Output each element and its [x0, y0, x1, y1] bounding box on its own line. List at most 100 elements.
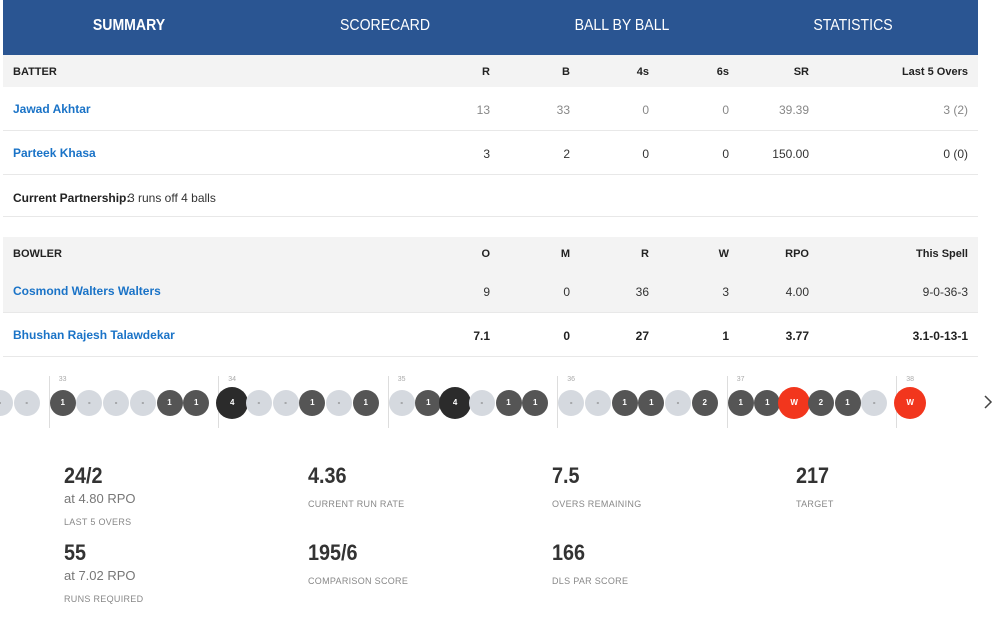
stat-cell: 3.77	[785, 329, 809, 343]
over-number: 35	[397, 376, 406, 383]
player-name[interactable]: Bhushan Rajesh Talawdekar	[13, 328, 175, 342]
ball: -	[0, 390, 13, 416]
stat-sub: at 4.80 RPO	[64, 491, 136, 506]
bowling-row	[3, 269, 978, 313]
stat-cell: 36	[635, 285, 649, 299]
stat-value: 24/2	[64, 463, 103, 488]
player-name[interactable]: Cosmond Walters Walters	[13, 284, 161, 298]
stat-label: OVERS REMAINING	[552, 499, 642, 509]
stat-cell: 0	[563, 285, 570, 299]
over-number: 37	[736, 376, 745, 383]
stat-label: TARGET	[796, 499, 834, 509]
ball: -	[76, 390, 103, 416]
nav-bar	[3, 0, 978, 55]
ball: 1	[495, 390, 522, 416]
ball: -	[468, 390, 495, 416]
stat-cell: 39.39	[778, 103, 809, 117]
ball: -	[13, 390, 40, 416]
column-header: Last 5 Overs	[901, 66, 968, 78]
nav-tab[interactable]: BALL BY BALL	[574, 17, 670, 34]
stat-label: COMPARISON SCORE	[308, 576, 409, 586]
ball: 1	[611, 390, 638, 416]
batting-row	[3, 131, 978, 175]
stat-value: 217	[796, 463, 830, 488]
column-header: B	[562, 66, 570, 78]
bowling-header	[3, 237, 978, 269]
ball: -	[665, 390, 691, 416]
nav-tab[interactable]: STATISTICS	[813, 17, 893, 34]
column-header: RPO	[785, 248, 809, 260]
column-header: O	[481, 248, 490, 260]
nav-tab[interactable]: SCORECARD	[340, 17, 430, 34]
ball: 2	[691, 390, 718, 416]
stat-cell: 0	[642, 147, 649, 161]
ball: 1	[638, 390, 665, 416]
ball: -	[326, 390, 352, 416]
column-header: M	[560, 248, 570, 260]
column-header: 6s	[716, 66, 729, 78]
stat-label: RUNS REQUIRED	[64, 594, 144, 604]
over-number: 34	[228, 376, 236, 383]
ball: -	[584, 390, 611, 416]
column-header: This Spell	[916, 248, 968, 260]
ball: -	[272, 390, 299, 416]
ball: 1	[834, 390, 861, 416]
nav-tab[interactable]: SUMMARY	[92, 17, 166, 34]
stat-cell: 9-0-36-3	[922, 285, 968, 299]
over-separator	[726, 376, 728, 428]
ball: 1	[522, 390, 549, 416]
stat-value: 4.36	[308, 463, 347, 488]
column-header: W	[718, 248, 729, 260]
stat-cell: 2	[563, 147, 570, 161]
stat-cell: 27	[635, 329, 649, 343]
column-header: 4s	[636, 66, 649, 78]
batting-header	[3, 55, 978, 87]
ball: 2	[807, 390, 834, 416]
column-header: SR	[793, 66, 809, 78]
ball: -	[129, 390, 156, 416]
stat-cell: 13	[476, 103, 490, 117]
stat-cell: 0	[722, 147, 729, 161]
ball: W	[778, 387, 811, 419]
stat-sub: at 7.02 RPO	[64, 568, 136, 583]
over-separator	[48, 376, 50, 428]
stat-cell: 0 (0)	[943, 147, 968, 161]
ball: 1	[299, 390, 326, 416]
ball: -	[861, 390, 888, 416]
partnership-label: Current Partnership:	[13, 191, 131, 205]
ball: 1	[49, 390, 76, 416]
stat-cell: 3	[483, 147, 490, 161]
over-separator	[557, 376, 559, 428]
ball: 1	[415, 390, 442, 416]
column-header: R	[641, 248, 649, 260]
ball: -	[388, 390, 415, 416]
ball: -	[245, 390, 272, 416]
column-header: R	[482, 66, 490, 78]
stat-cell: 3.1-0-13-1	[912, 329, 968, 343]
ball: 1	[156, 390, 183, 416]
batting-row	[3, 87, 978, 131]
stat-label: CURRENT RUN RATE	[308, 499, 405, 509]
stat-cell: 1	[722, 329, 729, 343]
ball: 1	[754, 390, 781, 416]
stat-value: 195/6	[308, 540, 358, 565]
over-number: 36	[567, 376, 575, 383]
column-header: BOWLER	[13, 248, 62, 260]
stat-label: LAST 5 OVERS	[64, 517, 132, 527]
ball: 1	[352, 390, 379, 416]
ball: -	[103, 390, 130, 416]
next-arrow[interactable]	[980, 392, 996, 412]
stat-value: 166	[552, 540, 586, 565]
partnership-row	[3, 175, 978, 217]
stat-value: 55	[64, 540, 87, 565]
ball: 1	[183, 390, 210, 416]
stat-cell: 0	[642, 103, 649, 117]
ball: W	[894, 387, 927, 419]
player-name[interactable]: Jawad Akhtar	[13, 102, 91, 116]
player-name[interactable]: Parteek Khasa	[13, 146, 96, 160]
over-number: 38	[906, 376, 914, 383]
stat-value: 7.5	[552, 463, 580, 488]
over-number: 33	[58, 376, 67, 383]
over-separator	[387, 376, 389, 428]
